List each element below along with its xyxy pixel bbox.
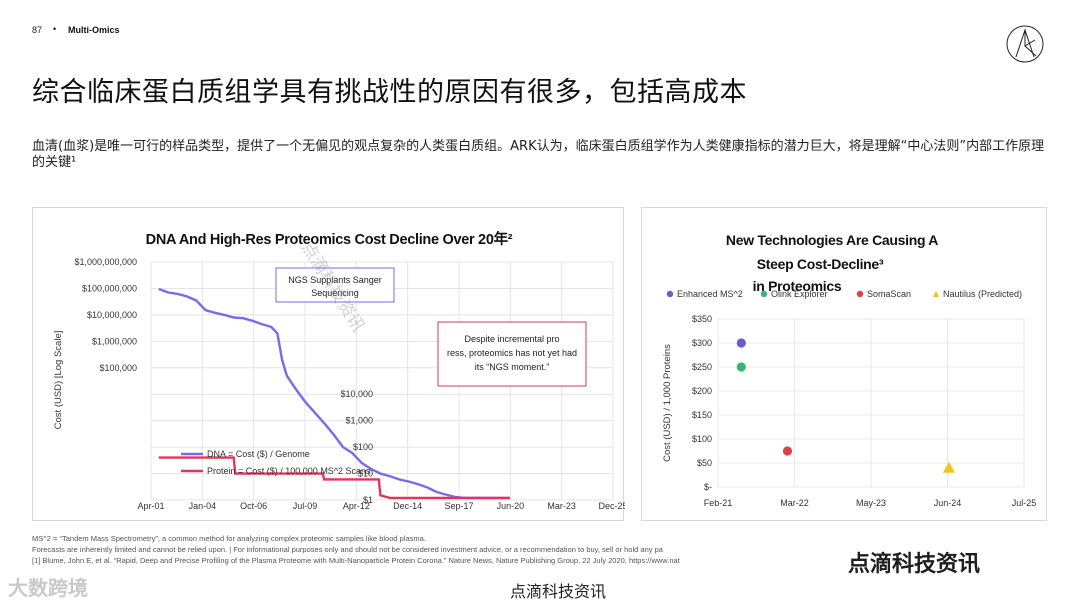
x-tick-label: Jan-04: [189, 501, 217, 511]
new-tech-chart-panel: New Technologies Are Causing A Steep Cost…: [641, 207, 1047, 521]
y-tick-label: $1,000,000: [92, 336, 137, 346]
footnote-disclaimer: Forecasts are inherently limited and can…: [32, 545, 663, 554]
data-point: [782, 446, 793, 456]
x-tick-label: Dec-14: [393, 501, 422, 511]
legend-label: Enhanced MS^2: [677, 289, 743, 299]
y-tick-label: $1,000: [345, 416, 373, 426]
chart-title-line1: New Technologies Are Causing A: [726, 232, 938, 248]
footnote-ms2: MS^2 = “Tandem Mass Spectrometry”, a com…: [32, 534, 426, 543]
y-tick-label: $50: [697, 458, 712, 468]
x-tick-label: Apr-12: [343, 501, 370, 511]
legend-label-protein: Protein = Cost ($) / 100,000 MS^2 Scans: [207, 466, 371, 476]
x-tick-label: Feb-21: [704, 498, 733, 508]
chart-title-line3: in Proteomics: [753, 278, 842, 294]
proteomics-annotation-line: its “NGS moment.”: [475, 362, 550, 372]
x-tick-label: Dec-25: [598, 501, 625, 511]
y-axis-label: Cost (USD) / 1,000 Proteins: [662, 344, 673, 462]
page-number: 87: [32, 25, 43, 35]
y-tick-label: $10,000,000: [87, 310, 137, 320]
data-point: [736, 338, 746, 348]
watermark-center: 点滴科技资讯: [510, 582, 607, 601]
y-tick-label: $150: [692, 410, 712, 420]
x-tick-label: Apr-01: [137, 501, 164, 511]
legend-marker-nautilus: [933, 291, 939, 297]
y-tick-label: $350: [692, 314, 712, 324]
ngs-annotation-box: [275, 267, 395, 303]
x-tick-label: Jul-09: [293, 501, 318, 511]
ark-logo-icon: [1006, 25, 1044, 63]
protein-cost-line: [158, 456, 510, 500]
y-tick-label: $100,000,000: [82, 283, 137, 293]
section-label: Multi-Omics: [68, 25, 120, 35]
ngs-annotation-line1: NGS Supplants Sanger: [288, 275, 382, 285]
proteomics-annotation-box: [437, 321, 587, 387]
dna-proteomics-chart: DNA And High-Res Proteomics Cost Decline…: [53, 230, 625, 511]
legend-marker: [666, 290, 674, 298]
footnote-citation[interactable]: [1] Blume, John E, et al. “Rapid, Deep a…: [32, 556, 680, 565]
y-tick-label: $100,000: [99, 363, 137, 373]
x-tick-label: Mar-23: [547, 501, 576, 511]
x-tick-label: Mar-22: [780, 498, 809, 508]
y-tick-label: $250: [692, 362, 712, 372]
legend-label-dna: DNA = Cost ($) / Genome: [207, 449, 310, 459]
legend-marker: [856, 290, 864, 298]
y-tick-label: $100: [353, 442, 373, 452]
y-tick-label: $10,000: [340, 389, 373, 399]
y-axis-label: Cost (USD) [Log Scale]: [53, 331, 64, 430]
x-tick-label: Jun-20: [497, 501, 525, 511]
proteomics-annotation-line: Despite incremental pro: [464, 334, 559, 344]
y-tick-label: $-: [704, 482, 712, 492]
watermark-right: 点滴科技资讯: [848, 552, 981, 577]
legend-marker: [760, 290, 768, 298]
new-tech-chart: New Technologies Are Causing A Steep Cost…: [662, 232, 1037, 508]
page-subtitle: 血清(血浆)是唯一可行的样品类型，提供了一个无偏见的观点复杂的人类蛋白质组。AR…: [32, 139, 1045, 170]
legend-label: Olink Explorer: [771, 289, 828, 299]
data-point: [736, 362, 746, 372]
legend-label: SomaScan: [867, 289, 911, 299]
y-tick-label: $200: [692, 386, 712, 396]
data-point-nautilus: [943, 461, 955, 473]
chart-title-line2: Steep Cost-Decline³: [757, 256, 884, 272]
proteomics-annotation-line: ress, proteomics has not yet had: [447, 348, 577, 358]
y-tick-label: $300: [692, 338, 712, 348]
legend-label: Nautilus (Predicted): [943, 289, 1022, 299]
chart-title: DNA And High-Res Proteomics Cost Decline…: [146, 230, 513, 248]
header-separator: •: [53, 24, 57, 34]
dna-cost-line: [158, 287, 510, 500]
page-title: 综合临床蛋白质组学具有挑战性的原因有很多，包括高成本: [32, 77, 747, 108]
x-tick-label: Sep-17: [444, 501, 473, 511]
y-tick-label: $1: [363, 495, 373, 505]
x-tick-label: May-23: [856, 498, 886, 508]
y-tick-label: $10: [358, 469, 373, 479]
watermark-left: 大数跨境: [8, 576, 88, 600]
x-tick-label: Jul-25: [1012, 498, 1037, 508]
x-tick-label: Jun-24: [934, 498, 962, 508]
dna-proteomics-chart-panel: DNA And High-Res Proteomics Cost Decline…: [32, 207, 625, 521]
ngs-annotation-line2: Sequencing: [311, 288, 359, 298]
y-tick-label: $1,000,000,000: [74, 257, 137, 267]
y-tick-label: $100: [692, 434, 712, 444]
x-tick-label: Oct-06: [240, 501, 267, 511]
